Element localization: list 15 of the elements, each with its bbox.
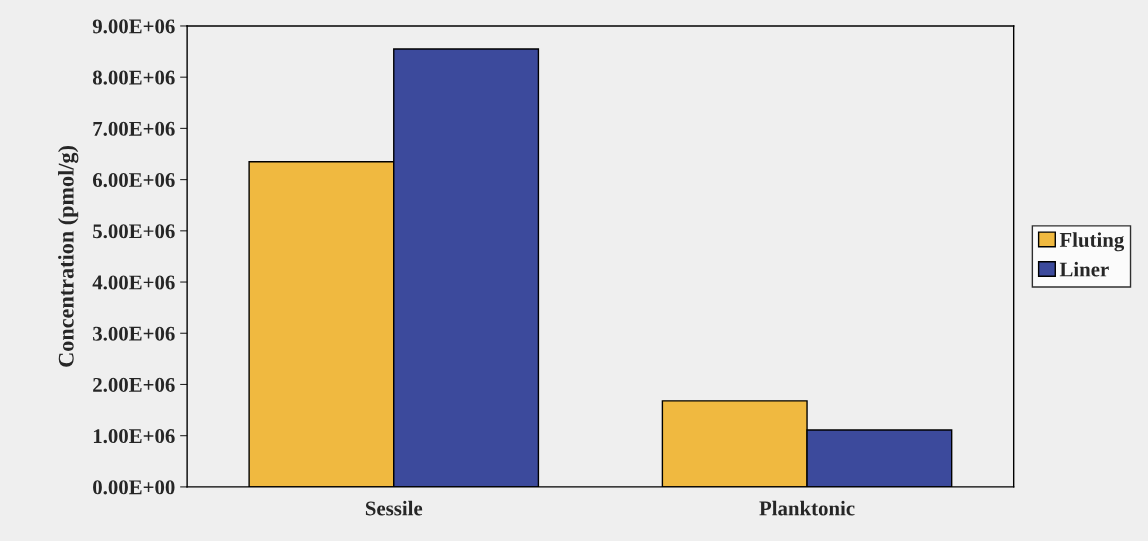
legend-label: Liner bbox=[1059, 261, 1109, 277]
y-axis-title: Concentration (pmol/g) bbox=[58, 146, 79, 367]
legend-label: Fluting bbox=[1059, 232, 1125, 252]
y-tick-label: 5.00E+06 bbox=[93, 224, 175, 239]
y-tick-label: 4.00E+06 bbox=[92, 275, 175, 290]
y-tick-label: 6.00E+06 bbox=[92, 172, 175, 188]
y-tick-label: 0.00E+00 bbox=[93, 480, 175, 495]
y-tick-label: 7.00E+06 bbox=[93, 121, 175, 136]
y-tick-label: 3.00E+06 bbox=[93, 326, 175, 341]
x-tick-label: Planktonic bbox=[759, 500, 855, 516]
y-tick-label: 8.00E+06 bbox=[92, 70, 175, 85]
x-tick-label: Sessile bbox=[365, 500, 423, 516]
y-tick-label: 1.00E+06 bbox=[93, 429, 175, 444]
y-tick-label: 9.00E+06 bbox=[92, 19, 175, 34]
y-tick-label: 2.00E+06 bbox=[93, 377, 175, 392]
